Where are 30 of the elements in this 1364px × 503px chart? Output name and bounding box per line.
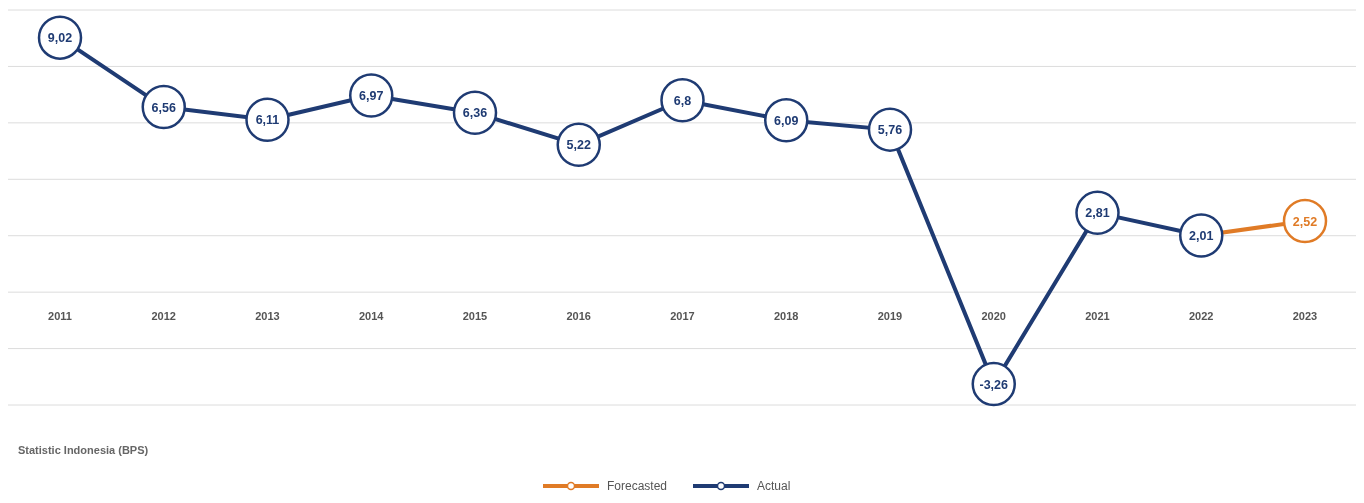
data-label: 6,09	[774, 113, 799, 128]
x-tick-label: 2016	[566, 310, 591, 323]
data-label: 6,97	[359, 88, 384, 103]
data-label: 6,8	[673, 93, 692, 108]
x-tick-label: 2018	[774, 310, 799, 323]
point	[660, 78, 705, 123]
x-tick-label: 2015	[462, 310, 488, 323]
x-tick-label: 2021	[1085, 310, 1110, 323]
x-tick-label: 2012	[151, 310, 176, 323]
x-tick-label: 2020	[981, 310, 1006, 323]
text: Statistic Indonesia (BPS)	[18, 444, 149, 456]
x-tick-label: 2014	[359, 310, 385, 323]
data-label: 5,76	[877, 123, 903, 138]
data-label: 5,22	[566, 138, 591, 153]
legend-label: Forecasted	[607, 479, 668, 493]
data-label: 2,52	[1292, 214, 1318, 229]
x-tick-label: 2011	[48, 310, 72, 323]
data-label: 2,01	[1189, 228, 1214, 243]
x-tick-label: 2017	[670, 310, 695, 323]
x-tick-label: 2019	[877, 310, 903, 323]
data-label: 9,02	[47, 31, 73, 46]
data-label: 6,11	[255, 113, 280, 128]
legend-label: Actual	[757, 479, 791, 493]
x-tick-label: 2013	[255, 310, 280, 323]
data-label: 2,81	[1085, 206, 1110, 221]
data-label: 6,56	[151, 100, 176, 115]
data-label: -3,26	[979, 377, 1009, 392]
x-tick-label: 2022	[1189, 310, 1214, 323]
data-label: 6,36	[462, 106, 488, 121]
x-tick-label: 2023	[1292, 310, 1318, 323]
